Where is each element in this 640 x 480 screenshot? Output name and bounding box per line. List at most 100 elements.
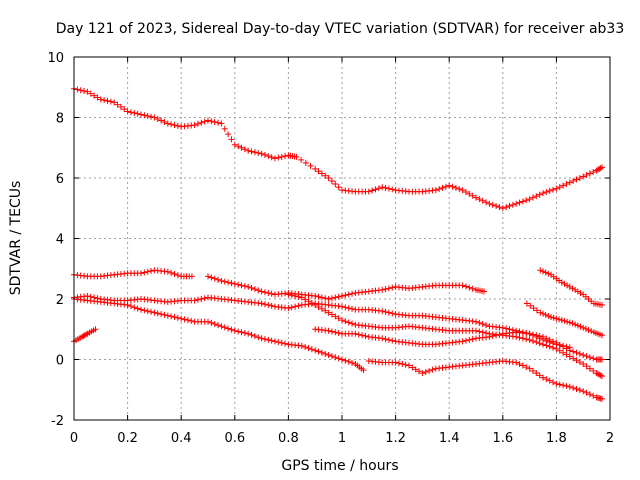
data-point bbox=[545, 313, 552, 320]
data-point bbox=[345, 358, 352, 365]
data-point bbox=[339, 356, 345, 363]
data-point bbox=[174, 122, 181, 129]
data-point bbox=[272, 155, 278, 162]
data-point bbox=[174, 314, 181, 321]
data-point bbox=[542, 311, 549, 318]
data-point bbox=[312, 347, 319, 354]
data-point bbox=[569, 285, 576, 292]
data-point bbox=[533, 193, 540, 200]
data-point bbox=[97, 96, 104, 103]
data-point bbox=[345, 305, 352, 312]
data-point bbox=[174, 272, 181, 279]
data-point bbox=[339, 303, 345, 310]
data-point bbox=[302, 296, 309, 303]
data-point bbox=[598, 302, 605, 309]
data-point bbox=[583, 363, 590, 370]
x-tick-label: 1.8 bbox=[546, 431, 567, 446]
data-point bbox=[577, 289, 584, 296]
data-point bbox=[134, 110, 141, 117]
data-point bbox=[238, 329, 245, 336]
data-point bbox=[342, 304, 349, 311]
data-point bbox=[201, 118, 208, 125]
data-point bbox=[335, 293, 342, 300]
data-point bbox=[598, 373, 605, 380]
data-point bbox=[563, 343, 570, 350]
data-point bbox=[352, 330, 359, 337]
data-point bbox=[154, 116, 161, 123]
data-point bbox=[569, 320, 576, 327]
data-point bbox=[282, 153, 289, 160]
data-point bbox=[466, 336, 473, 343]
data-point bbox=[265, 336, 272, 343]
data-point bbox=[590, 168, 597, 175]
data-point bbox=[134, 305, 141, 312]
data-point bbox=[570, 178, 577, 185]
data-point bbox=[476, 319, 483, 326]
data-point bbox=[158, 311, 165, 318]
data-point bbox=[385, 285, 392, 292]
data-point bbox=[248, 331, 255, 338]
data-point bbox=[258, 335, 265, 342]
data-point bbox=[245, 330, 252, 337]
data-point bbox=[248, 148, 255, 155]
data-point bbox=[560, 382, 567, 389]
data-point bbox=[342, 292, 349, 299]
data-point bbox=[546, 377, 553, 384]
data-point bbox=[339, 292, 345, 299]
data-point bbox=[335, 330, 342, 337]
data-point bbox=[537, 309, 544, 316]
data-point bbox=[268, 154, 275, 161]
data-point bbox=[489, 333, 496, 340]
data-point bbox=[556, 342, 563, 349]
y-axis-label: SDTVAR / TECUs bbox=[8, 181, 24, 296]
y-tick-label: 8 bbox=[56, 112, 64, 127]
data-point bbox=[540, 268, 546, 275]
data-point bbox=[148, 308, 155, 315]
data-point bbox=[550, 340, 557, 347]
data-point bbox=[566, 179, 573, 186]
data-point bbox=[563, 181, 570, 188]
series-s7 bbox=[312, 326, 573, 351]
data-point bbox=[459, 338, 466, 345]
data-point bbox=[325, 309, 332, 316]
data-point bbox=[332, 294, 339, 301]
data-point bbox=[516, 361, 523, 368]
series-s4 bbox=[71, 296, 367, 374]
data-point bbox=[574, 322, 581, 329]
data-point bbox=[536, 372, 543, 379]
data-point bbox=[215, 119, 222, 126]
data-point bbox=[564, 318, 571, 325]
data-point bbox=[469, 336, 476, 343]
data-point bbox=[148, 113, 155, 120]
data-point bbox=[573, 385, 580, 392]
data-point bbox=[258, 300, 265, 307]
data-point bbox=[138, 111, 144, 118]
data-point bbox=[141, 269, 148, 276]
data-point bbox=[161, 311, 168, 318]
data-point bbox=[570, 348, 577, 355]
data-point bbox=[389, 310, 396, 317]
data-point bbox=[318, 349, 325, 356]
data-point bbox=[550, 379, 557, 386]
data-point bbox=[268, 337, 275, 344]
x-tick-label: 0.8 bbox=[278, 431, 299, 446]
data-point bbox=[171, 314, 178, 321]
data-point bbox=[241, 330, 248, 337]
data-point bbox=[585, 327, 592, 334]
data-point bbox=[164, 120, 171, 127]
data-point bbox=[282, 340, 289, 347]
data-point bbox=[409, 364, 416, 371]
data-point bbox=[560, 349, 567, 356]
data-point bbox=[308, 346, 315, 353]
y-tick-label: -2 bbox=[51, 414, 64, 429]
data-point bbox=[151, 309, 158, 316]
data-point bbox=[255, 287, 262, 294]
data-point bbox=[586, 354, 593, 361]
data-point bbox=[275, 154, 282, 161]
data-point bbox=[198, 119, 205, 126]
data-point bbox=[305, 345, 312, 352]
data-point bbox=[131, 304, 138, 311]
x-tick-label: 1.2 bbox=[385, 431, 406, 446]
data-point bbox=[241, 146, 248, 153]
data-point bbox=[349, 359, 356, 366]
